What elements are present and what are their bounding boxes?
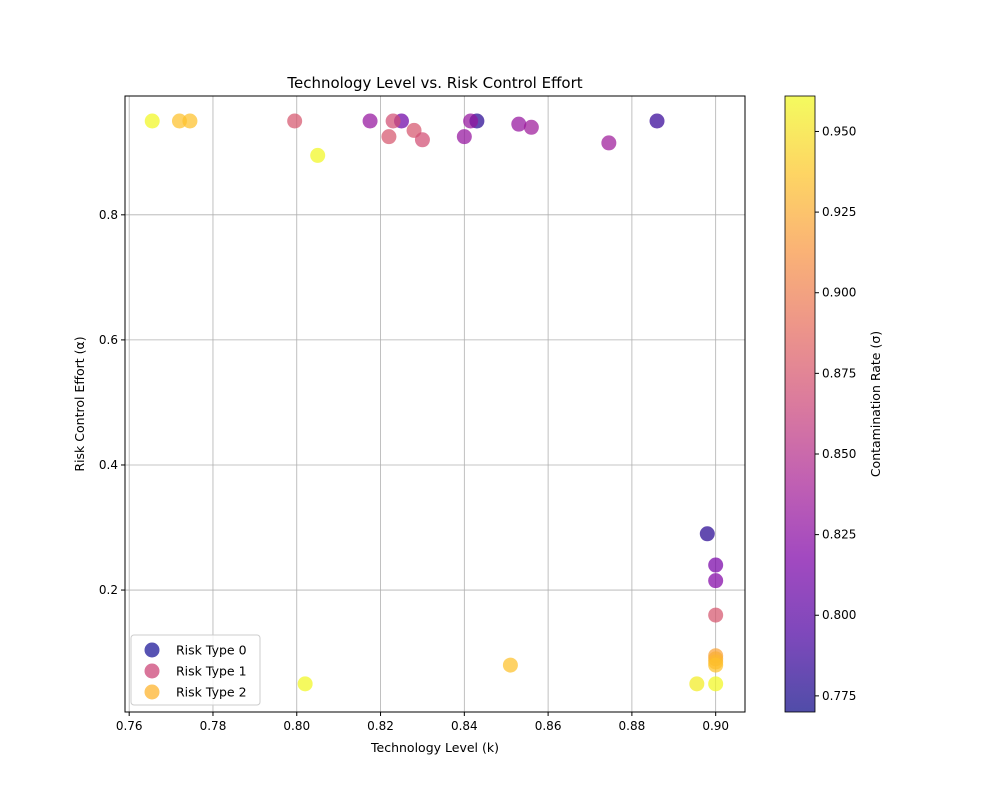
scatter-point-risk-type-0 (708, 573, 724, 589)
legend-marker-0 (144, 642, 160, 658)
y-tick-label: 0.2 (99, 583, 118, 597)
scatter-point-risk-type-2 (182, 113, 198, 129)
scatter-point-risk-type-2 (310, 147, 326, 163)
colorbar-tick-label: 0.875 (822, 366, 856, 380)
scatter-point-risk-type-0 (523, 119, 539, 135)
scatter-point-risk-type-0 (708, 557, 724, 573)
legend-label-0: Risk Type 0 (176, 643, 247, 658)
colorbar-tick-label: 0.800 (822, 608, 856, 622)
scatter-point-risk-type-0 (362, 113, 378, 129)
scatter-point-risk-type-2 (171, 113, 187, 129)
scatter-point-risk-type-2 (708, 676, 724, 692)
grid-lines (125, 96, 745, 712)
y-tick-label: 0.4 (99, 458, 118, 472)
scatter-point-risk-type-2 (297, 676, 313, 692)
x-tick-label: 0.84 (451, 719, 478, 733)
legend: Risk Type 0 Risk Type 1 Risk Type 2 (130, 634, 261, 706)
colorbar-gradient (784, 95, 816, 713)
y-tick-label: 0.8 (99, 208, 118, 222)
colorbar-tick-label: 0.775 (822, 689, 856, 703)
colorbar-tick-label: 0.850 (822, 447, 856, 461)
data-points (144, 113, 724, 692)
y-axis-ticks: 0.2 0.4 0.6 0.8 (99, 208, 125, 597)
scatter-point-risk-type-1 (708, 607, 724, 623)
scatter-point-risk-type-0 (649, 113, 665, 129)
legend-label-1: Risk Type 1 (176, 664, 247, 679)
x-axis-label: Technology Level (k) (370, 740, 499, 755)
scatter-point-risk-type-0 (456, 129, 472, 145)
x-tick-label: 0.76 (116, 719, 143, 733)
colorbar-ticks: 0.775 0.800 0.825 0.850 0.875 0.900 0.925 0.950 (815, 124, 856, 703)
colorbar: 0.775 0.800 0.825 0.850 0.875 0.900 0.925 0.950… (784, 95, 883, 713)
legend-marker-2 (144, 684, 160, 700)
x-axis-ticks: 0.76 0.78 0.80 0.82 0.84 0.86 0.88 0.90 (116, 712, 729, 733)
scatter-point-risk-type-1 (385, 113, 401, 129)
x-tick-label: 0.82 (367, 719, 394, 733)
x-tick-label: 0.80 (283, 719, 310, 733)
scatter-point-risk-type-2 (708, 657, 724, 673)
colorbar-tick-label: 0.925 (822, 205, 856, 219)
chart-title: Technology Level vs. Risk Control Effort (286, 74, 582, 92)
legend-marker-1 (144, 663, 160, 679)
colorbar-tick-label: 0.825 (822, 528, 856, 542)
legend-box (130, 634, 261, 706)
colorbar-tick-label: 0.900 (822, 286, 856, 300)
scatter-point-risk-type-1 (414, 132, 430, 148)
scatter-point-risk-type-2 (689, 676, 705, 692)
x-tick-label: 0.90 (702, 719, 729, 733)
legend-label-2: Risk Type 2 (176, 685, 247, 700)
x-tick-label: 0.78 (200, 719, 227, 733)
x-tick-label: 0.88 (619, 719, 646, 733)
scatter-point-risk-type-2 (144, 113, 160, 129)
scatter-point-risk-type-1 (287, 113, 303, 129)
y-axis-label: Risk Control Effort (α) (72, 336, 87, 471)
x-tick-label: 0.86 (535, 719, 562, 733)
scatter-point-risk-type-1 (381, 129, 397, 145)
scatter-point-risk-type-0 (699, 526, 715, 542)
scatter-point-risk-type-0 (463, 113, 479, 129)
plot-frame (124, 95, 746, 713)
scatter-point-risk-type-0 (511, 116, 527, 132)
colorbar-label: Contamination Rate (σ) (868, 331, 883, 477)
colorbar-tick-label: 0.950 (822, 124, 856, 138)
y-tick-label: 0.6 (99, 333, 118, 347)
scatter-point-risk-type-0 (601, 135, 617, 151)
scatter-point-risk-type-2 (502, 657, 518, 673)
